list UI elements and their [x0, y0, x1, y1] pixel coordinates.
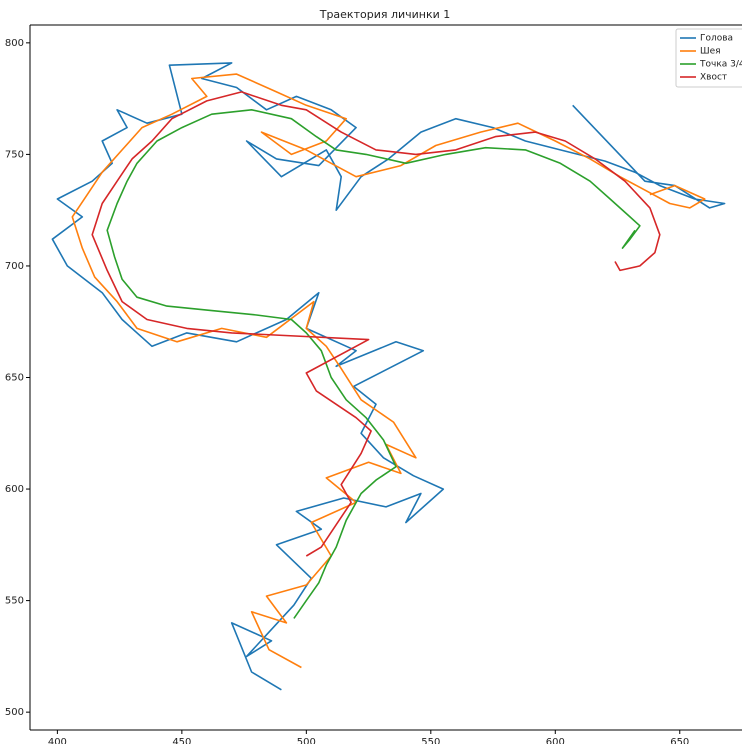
trajectory-line — [51, 62, 726, 691]
y-tick-label: 600 — [5, 484, 24, 495]
x-tick-label: 600 — [546, 737, 565, 744]
x-tick-label: 550 — [421, 737, 440, 744]
y-tick-label: 750 — [5, 149, 24, 160]
legend-label: Шея — [700, 47, 721, 57]
x-tick-label: 500 — [297, 737, 316, 744]
trajectory-line — [71, 73, 706, 669]
x-tick-label: 400 — [48, 737, 67, 744]
x-tick-label: 450 — [172, 737, 191, 744]
y-tick-label: 700 — [5, 261, 24, 272]
x-tick-label: 650 — [670, 737, 689, 744]
chart-title: Траектория личинки 1 — [319, 8, 451, 21]
y-tick-label: 550 — [5, 596, 24, 607]
trajectory-line — [91, 91, 661, 557]
y-tick-label: 650 — [5, 373, 24, 384]
legend-box — [675, 28, 742, 88]
legend-label: Точка 3/4 — [699, 60, 742, 70]
legend-label: Голова — [700, 34, 733, 44]
y-tick-label: 800 — [5, 38, 24, 49]
y-tick-label: 500 — [5, 707, 24, 718]
legend-label: Хвост — [700, 73, 727, 83]
trajectory-line — [106, 109, 641, 619]
